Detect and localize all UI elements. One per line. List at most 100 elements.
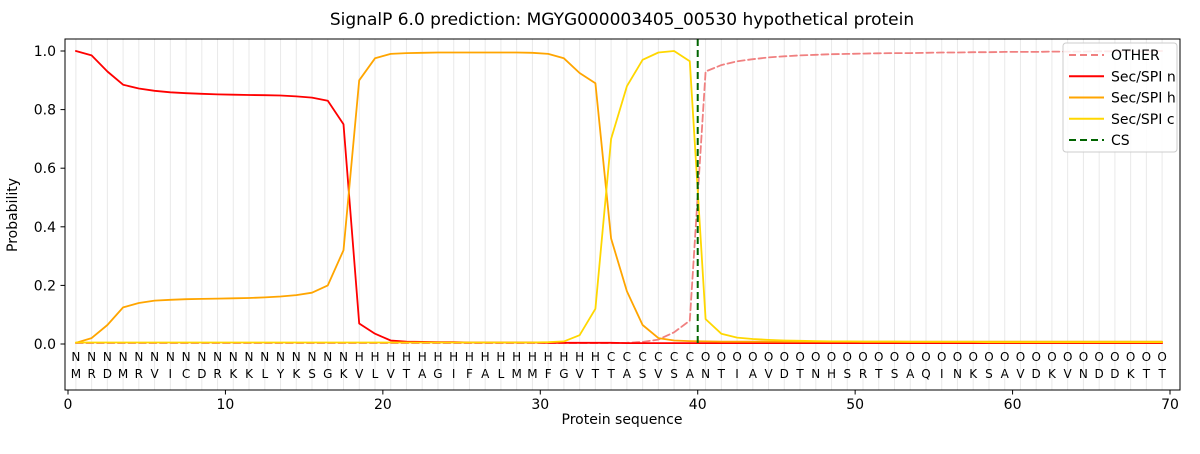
region-letter: O xyxy=(890,350,899,364)
sequence-letter: K xyxy=(1048,367,1057,381)
sequence-letter: R xyxy=(859,367,867,381)
region-letter: O xyxy=(1016,350,1025,364)
sequence-letter: D xyxy=(1095,367,1104,381)
sequence-letter: A xyxy=(418,367,427,381)
sequence-letter: D xyxy=(1110,367,1119,381)
sequence-letter: T xyxy=(606,367,615,381)
region-letter: O xyxy=(732,350,741,364)
sequence-letter: V xyxy=(150,367,159,381)
sequence-letter: I xyxy=(735,367,739,381)
sequence-letter: M xyxy=(511,367,521,381)
region-letter: N xyxy=(87,350,96,364)
region-letter: N xyxy=(197,350,206,364)
region-letter: N xyxy=(119,350,128,364)
sequence-letter: M xyxy=(527,367,537,381)
region-letter: O xyxy=(717,350,726,364)
sequence-letter: F xyxy=(545,367,552,381)
region-letter: H xyxy=(433,350,442,364)
sequence-letter: R xyxy=(213,367,221,381)
gridlines xyxy=(75,39,1163,390)
legend-item-sec-spi-h: Sec/SPI h xyxy=(1069,91,1176,107)
plot-border xyxy=(64,38,1181,391)
x-tick-label: 70 xyxy=(1161,397,1179,413)
region-letter: N xyxy=(229,350,238,364)
region-letter: O xyxy=(953,350,962,364)
sequence-letter: I xyxy=(452,367,456,381)
sequence-letter: D xyxy=(1032,367,1041,381)
region-letter: O xyxy=(984,350,993,364)
sequence-letter: N xyxy=(701,367,710,381)
region-letter: O xyxy=(843,350,852,364)
region-letter: N xyxy=(339,350,348,364)
y-tick-label: 0.4 xyxy=(34,220,56,236)
sequence-letter: A xyxy=(623,367,632,381)
legend-item-label: CS xyxy=(1111,133,1130,149)
region-letter: N xyxy=(276,350,285,364)
region-letter: O xyxy=(764,350,773,364)
region-letter: O xyxy=(827,350,836,364)
region-letter: O xyxy=(748,350,757,364)
sequence-letter: K xyxy=(229,367,238,381)
sequence-letter: D xyxy=(197,367,206,381)
sequence-letter: A xyxy=(686,367,695,381)
region-letter: N xyxy=(323,350,332,364)
series-lines xyxy=(75,50,1163,345)
sequence-letter: S xyxy=(670,367,678,381)
region-letter: H xyxy=(418,350,427,364)
sequence-letter: S xyxy=(891,367,899,381)
sequence-letter: G xyxy=(433,367,442,381)
sequence-letter: Y xyxy=(276,367,285,381)
region-letter: O xyxy=(1031,350,1040,364)
region-letter: H xyxy=(449,350,458,364)
x-tick-label: 50 xyxy=(846,397,864,413)
legend-item-label: OTHER xyxy=(1111,48,1160,64)
sequence-letter: M xyxy=(118,367,128,381)
sequence-letter: V xyxy=(654,367,663,381)
region-letter: O xyxy=(1142,350,1151,364)
region-letter: O xyxy=(1126,350,1135,364)
y-tick-label: 0.8 xyxy=(34,103,56,119)
region-letter: N xyxy=(245,350,254,364)
series-sec-spi-c-line xyxy=(75,50,1163,344)
region-letter: H xyxy=(465,350,474,364)
region-letter: H xyxy=(544,350,553,364)
region-letter: N xyxy=(213,350,222,364)
region-letter: C xyxy=(607,350,615,364)
region-letter: N xyxy=(182,350,191,364)
region-letter: O xyxy=(1047,350,1056,364)
y-tick-label: 0.0 xyxy=(34,337,56,353)
sequence-letter: T xyxy=(717,367,726,381)
y-axis-label: Probability xyxy=(5,178,21,252)
region-letter: C xyxy=(686,350,694,364)
sequence-letter: Q xyxy=(921,367,930,381)
y-tick-label: 1.0 xyxy=(34,44,56,60)
sequence-letter: A xyxy=(749,367,758,381)
sequence-letter: T xyxy=(591,367,600,381)
region-letter: H xyxy=(559,350,568,364)
region-letter: N xyxy=(134,350,143,364)
region-letter: N xyxy=(292,350,301,364)
legend-item-label: Sec/SPI n xyxy=(1111,69,1176,85)
legend-box xyxy=(1062,42,1178,153)
legend-item-sec-spi-c: Sec/SPI c xyxy=(1069,112,1175,128)
sequence-letter: D xyxy=(780,367,789,381)
sequence-letter: K xyxy=(969,367,978,381)
sequence-letter: A xyxy=(906,367,915,381)
legend-item-sec-spi-n: Sec/SPI n xyxy=(1069,69,1176,85)
x-tick-label: 10 xyxy=(217,397,235,413)
legend-item-other: OTHER xyxy=(1069,48,1160,64)
sequence-letter: T xyxy=(1142,367,1151,381)
chart-title: SignalP 6.0 prediction: MGYG000003405_00… xyxy=(330,10,914,30)
region-letter: C xyxy=(623,350,631,364)
sequence-letter: S xyxy=(843,367,851,381)
region-letter: H xyxy=(528,350,537,364)
y-axis-ticks: 0.0 0.2 0.4 0.6 0.8 1.0 xyxy=(34,44,65,353)
y-tick-label: 0.6 xyxy=(34,161,56,177)
legend-item-label: Sec/SPI h xyxy=(1111,91,1176,107)
region-letter: C xyxy=(670,350,678,364)
sequence-letter: K xyxy=(340,367,349,381)
region-letter: O xyxy=(1000,350,1009,364)
region-letter: N xyxy=(103,350,112,364)
x-axis-ticks: 0 10 20 30 40 50 60 70 xyxy=(64,390,1179,413)
